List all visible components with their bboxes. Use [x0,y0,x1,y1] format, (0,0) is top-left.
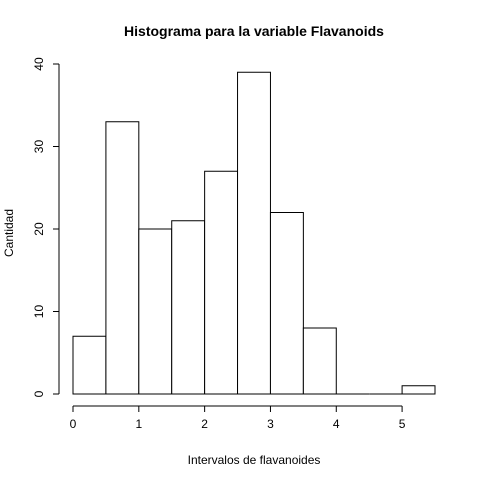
x-tick-label: 4 [333,417,340,431]
y-axis-label: Cantidad [2,209,16,257]
y-tick-label: 30 [32,140,46,154]
y-tick-label: 10 [32,305,46,319]
histogram-bar [138,228,173,395]
y-tick-label: 40 [32,57,46,71]
x-tick-label: 5 [399,417,406,431]
x-axis: 0 1 2 3 4 5 [70,405,406,431]
histogram-bar [204,170,239,395]
histogram-bar [237,71,271,395]
histogram-bar [302,327,337,395]
x-axis-label: Intervalos de flavanoides [188,453,321,467]
x-tick-label: 1 [135,417,142,431]
x-tick-label: 3 [267,417,274,431]
y-tick-label: 0 [32,390,46,397]
chart-title: Histograma para la variable Flavanoids [124,23,384,39]
histogram-bar [171,220,206,395]
histogram-bar [269,212,304,395]
histogram-bar [401,385,436,395]
bars-group [72,71,436,395]
x-tick-label: 2 [201,417,208,431]
histogram-bar [72,335,107,395]
x-tick-label: 0 [70,417,77,431]
histogram-bar [105,121,140,395]
y-axis: 0 10 20 30 40 [32,57,60,397]
y-tick-label: 20 [32,222,46,236]
